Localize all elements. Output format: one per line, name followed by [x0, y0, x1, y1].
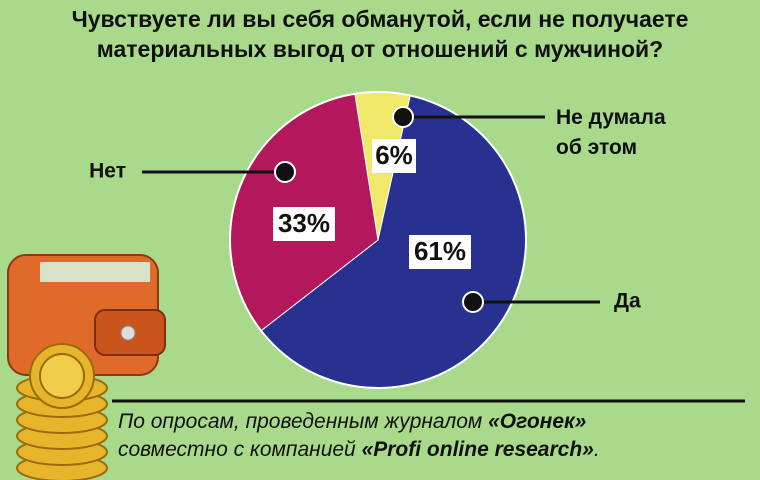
footnote-text: совместно с компанией	[118, 438, 362, 461]
value-label: 33%	[278, 208, 330, 238]
footnote-text: .	[593, 438, 600, 461]
category-label-line: об этом	[556, 136, 637, 159]
leader-dot	[274, 161, 296, 183]
leader-dot	[392, 106, 414, 128]
coins-icon	[16, 343, 108, 480]
footnote: По опросам, проведенным журналом «Огонек…	[118, 408, 758, 464]
footnote-text: По опросам, проведенным журналом	[118, 410, 489, 433]
value-label-box	[372, 139, 416, 173]
footnote-text: «Profi online research»	[361, 438, 594, 461]
value-label: 61%	[414, 236, 466, 266]
value-label: 6%	[375, 140, 413, 170]
value-label-box	[409, 235, 471, 269]
category-label: Да	[614, 290, 641, 313]
footnote-text: «Огонек»	[488, 410, 587, 433]
pie-outline	[229, 91, 527, 389]
category-label: Не думала об этом	[556, 106, 671, 159]
value-label-box	[273, 207, 335, 241]
category-label: Нет	[89, 160, 126, 183]
category-label-line: Не думала	[556, 106, 671, 129]
leader-dot	[462, 291, 484, 313]
wallet-icon	[7, 254, 166, 376]
chart-title: Чувствуете ли вы себя обманутой, если не…	[71, 6, 689, 62]
